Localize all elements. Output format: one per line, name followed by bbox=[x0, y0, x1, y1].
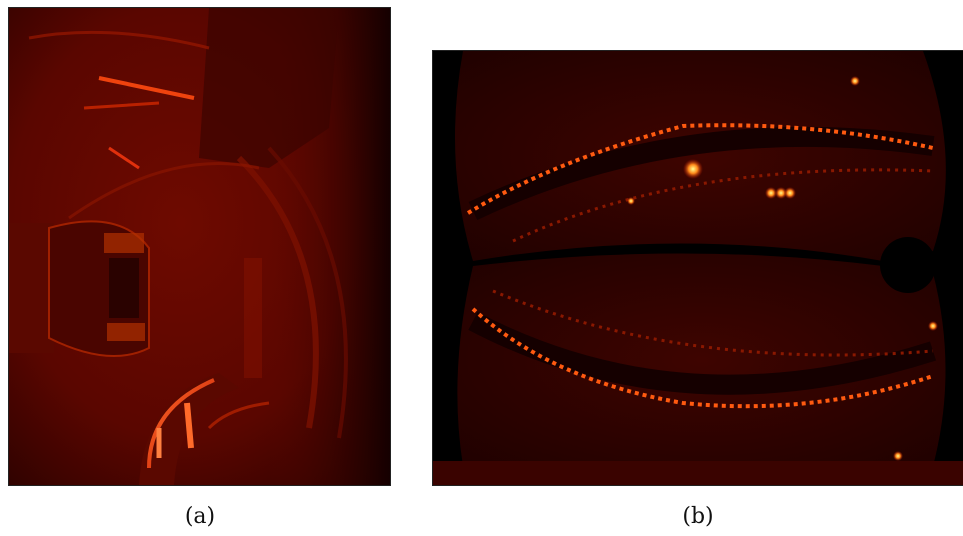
panel-a-caption: (a) bbox=[184, 504, 216, 529]
camera-image-b bbox=[433, 51, 963, 485]
image-panel-a bbox=[8, 7, 391, 486]
camera-image-a bbox=[9, 8, 390, 485]
image-panel-b bbox=[432, 50, 963, 486]
panel-b-caption: (b) bbox=[682, 504, 714, 529]
